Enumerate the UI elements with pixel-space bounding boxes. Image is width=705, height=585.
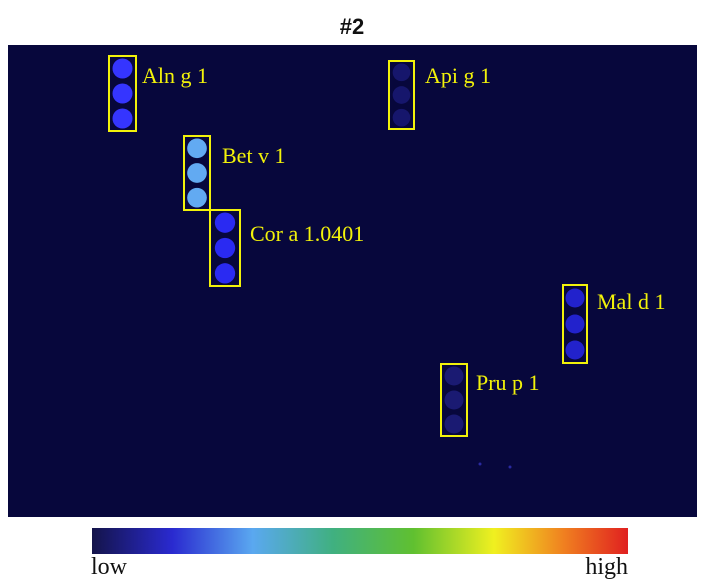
spot [113,84,133,104]
spot [187,163,207,183]
spot [445,415,464,434]
title: #2 [340,14,364,39]
speck [479,463,482,466]
spot [393,86,411,104]
figure: #2 Aln g 1 Api g 1 Bet v 1 Cor a 1.0401 Mal … [0,0,705,585]
colorbar-high: high [585,554,628,580]
spot [187,139,207,159]
colorbar [92,528,628,554]
spot [393,64,411,82]
spot [113,109,133,129]
spot-label: Aln g 1 [142,63,208,88]
spot-label: Api g 1 [425,63,491,88]
spot [566,341,585,360]
spot [215,263,235,283]
spot-label: Bet v 1 [222,143,286,168]
spot [566,315,585,334]
spot [445,391,464,410]
spot [187,188,207,208]
spot [215,213,235,233]
spot-label: Cor a 1.0401 [250,221,364,246]
array-panel [8,45,697,517]
spot [566,289,585,308]
spot-label: Mal d 1 [597,289,665,314]
colorbar-low: low [91,554,128,580]
spot-label: Pru p 1 [476,370,540,395]
spot [113,59,133,79]
speck [509,466,512,469]
spot [393,109,411,127]
spot [445,367,464,386]
spot [215,238,235,258]
